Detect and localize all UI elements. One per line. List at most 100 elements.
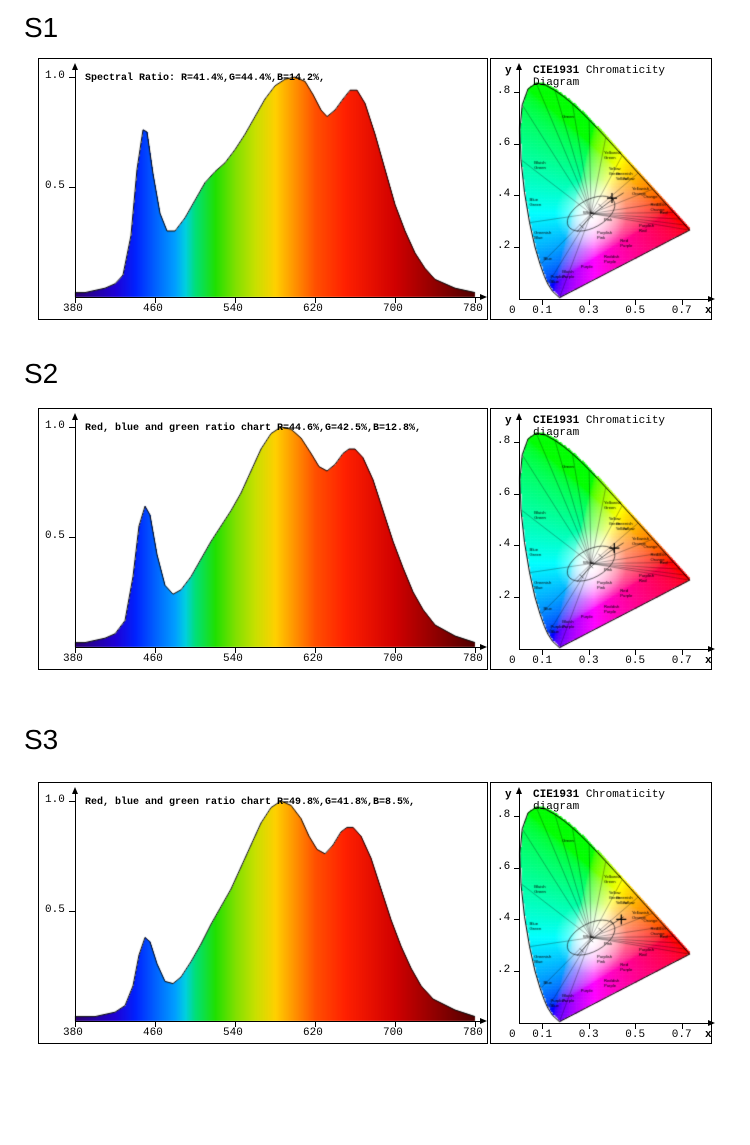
cie-x-tick-label: 0.5 — [625, 305, 645, 317]
x-tick-label: 540 — [223, 653, 243, 665]
x-tick-label: 780 — [463, 1027, 483, 1039]
cie-x-tick-label: 0.7 — [672, 655, 692, 667]
cie-y-tick-label: .6 — [497, 137, 510, 149]
cie-canvas — [491, 783, 713, 1045]
cie-y-label: y — [505, 65, 512, 77]
x-tick-label: 620 — [303, 303, 323, 315]
x-tick-label: 460 — [143, 653, 163, 665]
x-tick-label: 700 — [383, 303, 403, 315]
cie-title: CIE1931 Chromaticity diagram — [533, 415, 711, 439]
cie-canvas — [491, 59, 713, 321]
x-tick-label: 380 — [63, 303, 83, 315]
y-tick-label: 1.0 — [45, 420, 65, 432]
cie-x-tick-label: 0.1 — [532, 305, 552, 317]
cie-y-tick-label: .6 — [497, 861, 510, 873]
x-axis — [75, 647, 481, 648]
y-tick — [69, 801, 75, 802]
cie-y-tick — [514, 494, 520, 495]
cie-x-axis — [519, 649, 709, 650]
cie-y-tick — [514, 195, 520, 196]
y-tick-label: 0.5 — [45, 904, 65, 916]
y-tick — [69, 911, 75, 912]
cie-y-tick-label: .4 — [497, 188, 510, 200]
spectrum-canvas — [39, 409, 489, 671]
x-tick-label: 700 — [383, 1027, 403, 1039]
y-tick — [69, 187, 75, 188]
cie-canvas — [491, 409, 713, 671]
y-axis — [75, 69, 76, 297]
y-axis — [75, 419, 76, 647]
cie-y-tick — [514, 816, 520, 817]
cie-x-tick-label: 0.1 — [532, 1029, 552, 1041]
cie-origin-label: 0 — [509, 1029, 516, 1041]
cie-y-tick-label: .2 — [497, 590, 510, 602]
x-tick-label: 780 — [463, 303, 483, 315]
cie-y-tick — [514, 144, 520, 145]
spectrum-canvas — [39, 783, 489, 1045]
cie-y-tick — [514, 545, 520, 546]
section-label: S1 — [24, 12, 58, 44]
cie-y-axis — [519, 419, 520, 649]
spectrum-canvas — [39, 59, 489, 321]
x-tick-label: 620 — [303, 1027, 323, 1039]
cie-panel: .2.4.6.80.10.30.50.70yxCIE1931 Chromatic… — [490, 408, 712, 670]
cie-y-label: y — [505, 789, 512, 801]
cie-x-tick-label: 0.7 — [672, 305, 692, 317]
cie-panel: .2.4.6.80.10.30.50.70yxCIE1931 Chromatic… — [490, 58, 712, 320]
cie-x-label: x — [705, 305, 712, 317]
section-label: S2 — [24, 358, 58, 390]
spectrum-panel: 0.51.0380460540620700780Red, blue and gr… — [38, 408, 488, 670]
cie-x-axis — [519, 1023, 709, 1024]
spectrum-title: Red, blue and green ratio chart R=44.6%,… — [85, 423, 421, 434]
cie-y-tick-label: .2 — [497, 240, 510, 252]
cie-x-tick-label: 0.5 — [625, 1029, 645, 1041]
x-tick-label: 460 — [143, 303, 163, 315]
cie-x-tick-label: 0.3 — [579, 1029, 599, 1041]
y-tick-label: 1.0 — [45, 794, 65, 806]
x-tick-label: 540 — [223, 1027, 243, 1039]
cie-y-tick — [514, 971, 520, 972]
spectrum-panel: 0.51.0380460540620700780Red, blue and gr… — [38, 782, 488, 1044]
cie-x-tick-label: 0.1 — [532, 655, 552, 667]
x-tick-label: 380 — [63, 653, 83, 665]
cie-x-tick-label: 0.3 — [579, 655, 599, 667]
cie-y-tick-label: .4 — [497, 538, 510, 550]
spectrum-title: Red, blue and green ratio chart R=49.8%,… — [85, 797, 415, 808]
cie-y-tick — [514, 92, 520, 93]
cie-panel: .2.4.6.80.10.30.50.70yxCIE1931 Chromatic… — [490, 782, 712, 1044]
cie-y-tick — [514, 919, 520, 920]
cie-y-tick-label: .2 — [497, 964, 510, 976]
cie-y-tick — [514, 868, 520, 869]
cie-x-label: x — [705, 1029, 712, 1041]
spectrum-panel: 0.51.0380460540620700780Spectral Ratio: … — [38, 58, 488, 320]
x-tick-label: 540 — [223, 303, 243, 315]
x-tick-label: 460 — [143, 1027, 163, 1039]
x-axis — [75, 297, 481, 298]
y-tick — [69, 537, 75, 538]
cie-y-axis — [519, 793, 520, 1023]
cie-y-tick — [514, 247, 520, 248]
cie-x-axis — [519, 299, 709, 300]
cie-x-tick-label: 0.7 — [672, 1029, 692, 1041]
cie-x-tick-label: 0.5 — [625, 655, 645, 667]
cie-y-tick — [514, 442, 520, 443]
y-tick — [69, 77, 75, 78]
cie-y-axis — [519, 69, 520, 299]
cie-y-tick — [514, 597, 520, 598]
cie-origin-label: 0 — [509, 305, 516, 317]
y-tick-label: 1.0 — [45, 70, 65, 82]
cie-y-tick-label: .8 — [497, 435, 510, 447]
y-tick-label: 0.5 — [45, 530, 65, 542]
cie-origin-label: 0 — [509, 655, 516, 667]
cie-y-tick-label: .8 — [497, 809, 510, 821]
cie-title: CIE1931 Chromaticity Diagram — [533, 65, 711, 89]
cie-x-tick-label: 0.3 — [579, 305, 599, 317]
x-axis — [75, 1021, 481, 1022]
cie-x-label: x — [705, 655, 712, 667]
cie-title: CIE1931 Chromaticity diagram — [533, 789, 711, 813]
section-label: S3 — [24, 724, 58, 756]
y-axis — [75, 793, 76, 1021]
x-tick-label: 620 — [303, 653, 323, 665]
spectrum-title: Spectral Ratio: R=41.4%,G=44.4%,B=14.2%, — [85, 73, 325, 84]
y-tick — [69, 427, 75, 428]
